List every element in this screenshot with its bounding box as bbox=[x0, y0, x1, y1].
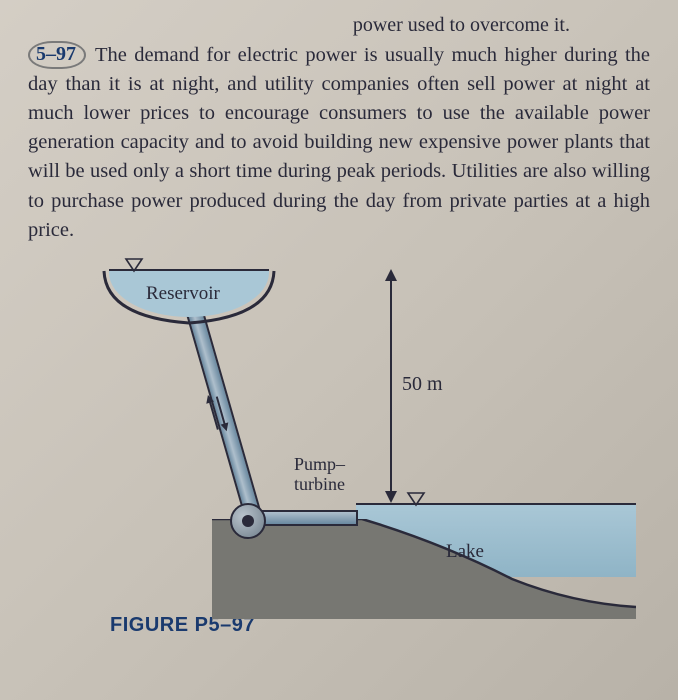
pump-label-line2: turbine bbox=[294, 474, 345, 494]
dimension-arrow-top bbox=[385, 269, 397, 281]
ground-shape bbox=[212, 519, 636, 619]
height-dimension-label: 50 m bbox=[402, 373, 443, 396]
pump-turbine-label: Pump– turbine bbox=[294, 455, 345, 495]
reservoir-label: Reservoir bbox=[146, 283, 220, 305]
previous-problem-fragment: power used to overcome it. bbox=[28, 14, 570, 37]
free-surface-symbol-reservoir bbox=[124, 257, 144, 273]
textbook-page: power used to overcome it. 5–97 The dema… bbox=[0, 0, 678, 700]
problem-number: 5–97 bbox=[28, 41, 86, 69]
problem-statement: 5–97 The demand for electric power is us… bbox=[28, 41, 650, 245]
dimension-arrow-bottom bbox=[385, 491, 397, 503]
turbine-outlet-pipe bbox=[262, 510, 358, 526]
lake-surface-line bbox=[356, 503, 636, 505]
lake-label: Lake bbox=[446, 541, 484, 563]
pump-label-line1: Pump– bbox=[294, 454, 345, 474]
pump-turbine-hub bbox=[242, 515, 254, 527]
height-dimension-line bbox=[390, 273, 392, 501]
figure-p5-97: Reservoir 50 m Lake bbox=[58, 263, 618, 663]
ground-mass bbox=[212, 519, 636, 619]
problem-body: The demand for electric power is usually… bbox=[28, 44, 650, 241]
free-surface-symbol-lake bbox=[406, 491, 426, 507]
